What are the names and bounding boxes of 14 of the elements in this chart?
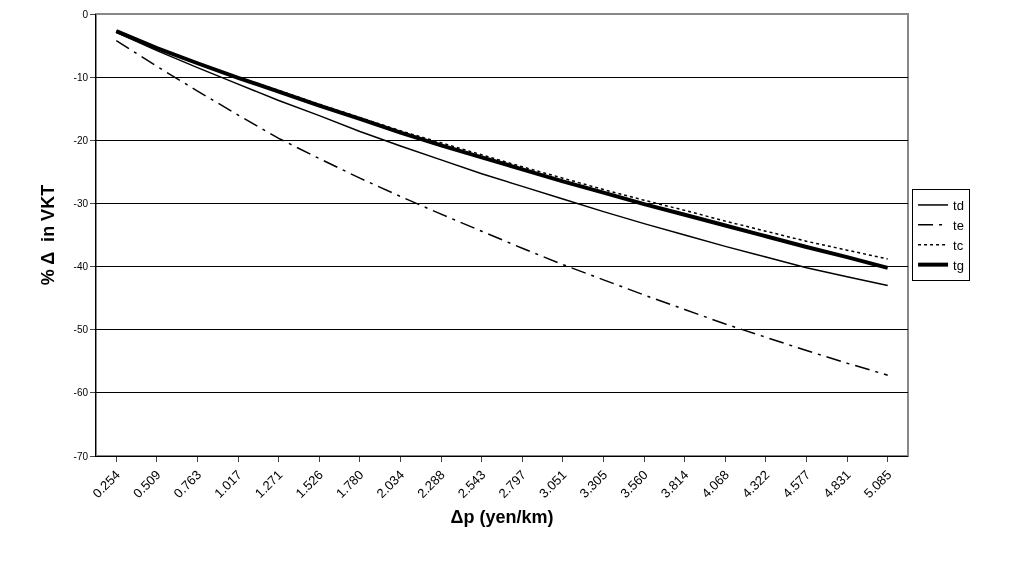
y-tick-label: -50 (73, 324, 89, 336)
legend-label: tc (953, 237, 964, 253)
y-tick-label: -40 (73, 261, 89, 273)
y-tick-label: -10 (73, 71, 89, 83)
y-tick-label: -20 (73, 134, 89, 146)
y-tick-label: -70 (73, 450, 89, 462)
legend-label: tg (953, 257, 964, 273)
legend-label: td (953, 198, 964, 214)
y-tick-label: -60 (73, 387, 89, 399)
y-tick-label: 0 (82, 8, 89, 20)
x-axis-title: Δp (yen/km) (450, 506, 554, 527)
y-tick-label: -30 (73, 197, 89, 209)
legend-label: te (953, 217, 964, 233)
y-axis-title: % Δ in VKT (37, 184, 58, 286)
